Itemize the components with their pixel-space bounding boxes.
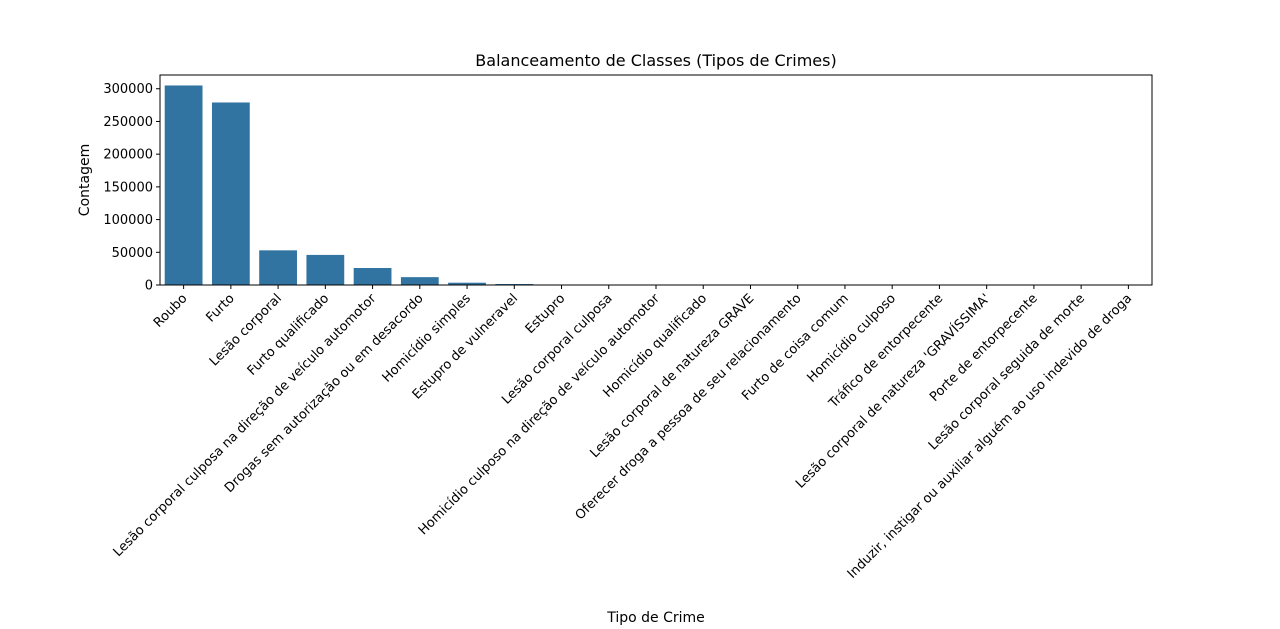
x-tick-label: Homicídio simples [380,291,474,385]
x-tick-label: Furto [203,291,237,325]
x-tick-label: Homicídio culposo [805,291,900,386]
y-axis-label: Contagem [77,144,93,216]
bar [306,254,345,285]
y-tick-label: 250000 [103,115,153,130]
chart-title: Balanceamento de Classes (Tipos de Crime… [475,51,836,70]
bar [211,102,250,285]
x-tick-label: Lesão corporal de natureza GRAVE [587,291,757,461]
y-axis: 0 50000 100000 150000 200000 250000 300000 [103,82,160,294]
y-tick-label: 100000 [103,213,153,228]
bars [164,85,1053,285]
x-tick-label: Furto qualificado [245,291,333,379]
bar [164,85,203,285]
y-tick-label: 0 [145,279,153,294]
y-tick-label: 150000 [103,180,153,195]
bar [259,250,297,285]
x-tick-label: Roubo [151,291,191,331]
y-tick-label: 50000 [112,246,153,261]
x-tick-label: Estupro [523,291,569,337]
x-axis-label: Tipo de Crime [606,610,705,626]
bar [400,277,439,285]
bar [448,282,486,285]
y-tick-label: 300000 [103,82,153,97]
bar [353,267,392,285]
x-tick-label: Oferecer droga a pessoa de seu relaciona… [573,291,805,523]
y-tick-label: 200000 [103,148,153,163]
plot-frame [159,74,1153,286]
